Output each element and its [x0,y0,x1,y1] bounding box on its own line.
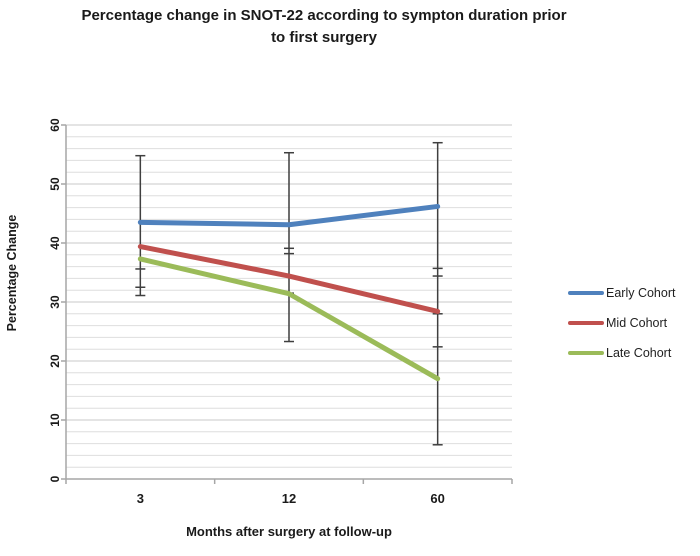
y-tick-label: 20 [48,354,62,368]
legend-label-late-cohort: Late Cohort [606,346,672,360]
legend-swatch-early-cohort [568,291,604,295]
legend-label-early-cohort: Early Cohort [606,286,676,300]
y-tick-label: 60 [48,118,62,132]
x-tick-label: 60 [430,491,444,506]
legend: Early Cohort Mid Cohort Late Cohort [568,281,675,371]
y-axis-title: Percentage Change [5,214,19,332]
series-line-late-cohort [137,256,441,382]
chart-title-line2: to first surgery [271,29,377,46]
legend-item-mid-cohort: Mid Cohort [568,311,675,335]
y-tick-label: 0 [48,475,62,482]
y-tick-label: 50 [48,177,62,191]
y-tick-label: 10 [48,413,62,427]
legend-swatch-mid-cohort [568,321,604,325]
series-line-mid-cohort [137,244,441,314]
chart-title: Percentage change in SNOT-22 according t… [24,5,624,49]
chart-title-line1: Percentage change in SNOT-22 according t… [81,7,567,24]
x-axis-title: Months after surgery at follow-up [186,524,392,539]
legend-item-late-cohort: Late Cohort [568,341,675,365]
legend-swatch-late-cohort [568,351,604,355]
legend-item-early-cohort: Early Cohort [568,281,675,305]
x-tick-label: 12 [282,491,296,506]
y-tick-label: 40 [48,236,62,250]
x-tick-label: 3 [137,491,144,506]
series-line-early-cohort [137,203,441,228]
y-tick-label: 30 [48,295,62,309]
legend-label-mid-cohort: Mid Cohort [606,316,668,330]
